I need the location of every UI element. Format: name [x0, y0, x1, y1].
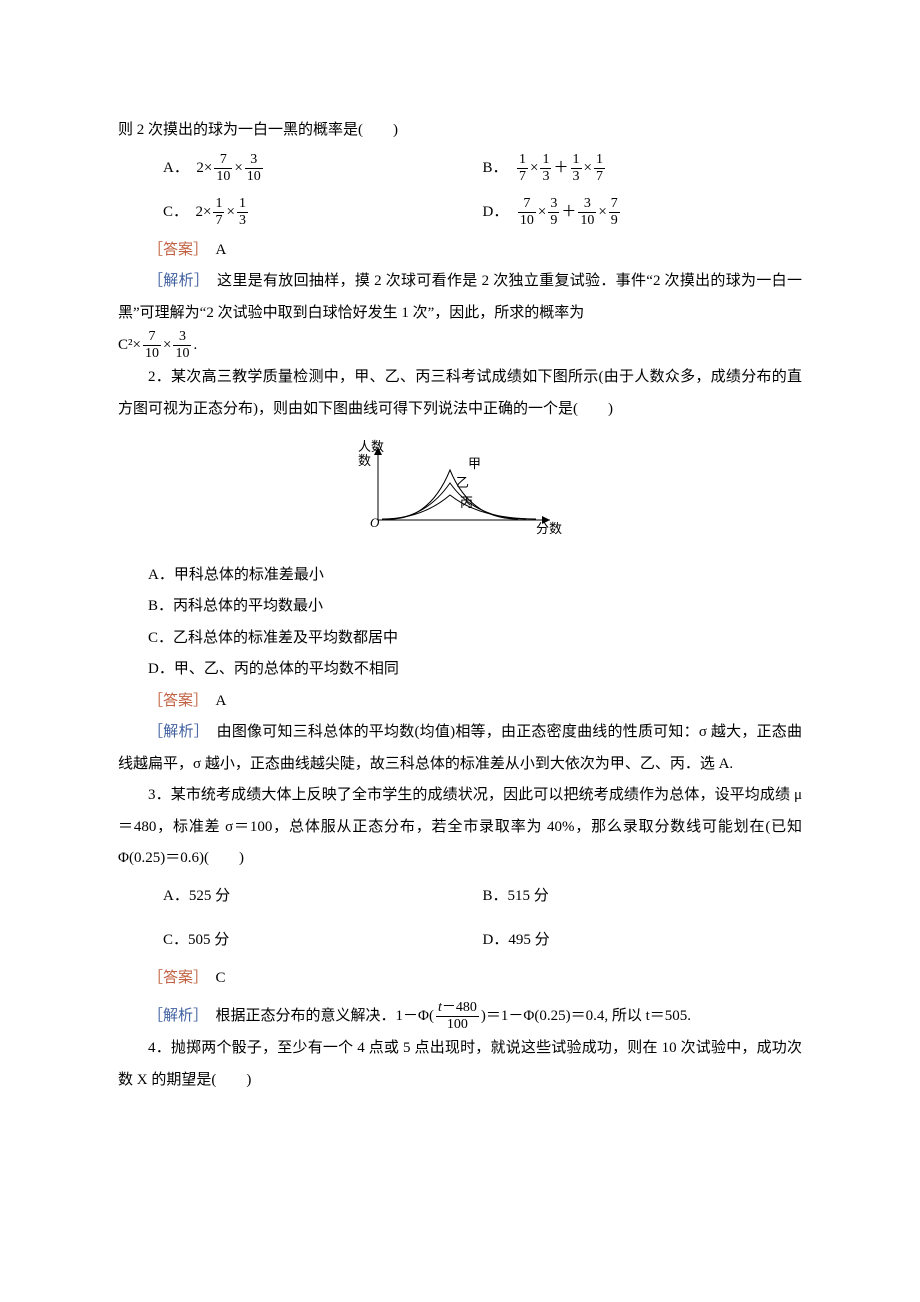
q3-opt-A: A．525 分	[163, 875, 483, 919]
opt-expr: 2×710×310	[196, 149, 264, 188]
q2-answer: ［答案］ A	[118, 686, 802, 718]
q1-opt-A: A． 2×710×310	[163, 147, 483, 191]
q4-stem: 4．抛掷两个骰子，至少有一个 4 点或 5 点出现时，就说这些试验成功，则在 1…	[118, 1033, 802, 1096]
answer-label: ［答案］	[148, 242, 201, 258]
q3-options: A．525 分 B．515 分 C．505 分 D．495 分	[163, 875, 802, 963]
q2-opt-C: C．乙科总体的标准差及平均数都居中	[148, 623, 832, 655]
q1-answer: ［答案］ A	[118, 235, 802, 267]
answer-value: C	[216, 970, 226, 986]
answer-label: ［答案］	[148, 693, 201, 709]
answer-value: A	[216, 693, 227, 709]
analysis-label: ［解析］	[148, 273, 202, 289]
q1-continued-stem: 则 2 次摸出的球为一白一黑的概率是( )	[118, 115, 802, 147]
q1-opt-D: D． 710×39＋310×79	[483, 191, 803, 235]
q2-figure: O 人数 数 分数 甲 乙 丙	[118, 435, 802, 548]
analysis-text: 由图像可知三科总体的平均数(均值)相等，由正态密度曲线的性质可知：σ 越大，正态…	[118, 724, 802, 772]
q3-opt-D: D．495 分	[483, 919, 803, 963]
q3-opt-B: B．515 分	[483, 875, 803, 919]
answer-value: A	[216, 242, 227, 258]
opt-label: D．	[483, 193, 509, 232]
opt-label: A．	[163, 149, 189, 188]
analysis-label: ［解析］	[148, 724, 201, 740]
analysis-label: ［解析］	[148, 1008, 201, 1024]
q1-opt-C: C． 2×17×13	[163, 191, 483, 235]
analysis-text: 这里是有放回抽样，摸 2 次球可看作是 2 次独立重复试验．事件“2 次摸出的球…	[118, 273, 802, 321]
opt-label: C．	[163, 193, 188, 232]
q3-analysis: ［解析］ 根据正态分布的意义解决．1－Φ(t－480100)＝1－Φ(0.25)…	[118, 1000, 802, 1033]
q3-answer: ［答案］ C	[118, 963, 802, 995]
q3-stem: 3．某市统考成绩大体上反映了全市学生的成绩状况，因此可以把统考成绩作为总体，设平…	[118, 780, 802, 875]
opt-expr: 710×39＋310×79	[516, 193, 622, 232]
svg-text:人数: 人数	[358, 439, 384, 454]
q2-analysis: ［解析］ 由图像可知三科总体的平均数(均值)相等，由正态密度曲线的性质可知：σ …	[118, 717, 802, 780]
q1-analysis: ［解析］ 这里是有放回抽样，摸 2 次球可看作是 2 次独立重复试验．事件“2 …	[118, 266, 802, 329]
q2-stem: 2．某次高三教学质量检测中，甲、乙、丙三科考试成绩如下图所示(由于人数众多，成绩…	[118, 362, 802, 425]
analysis-text-pre: 根据正态分布的意义解决．1－Φ(	[201, 1008, 434, 1024]
analysis-text-post: )＝1－Φ(0.25)＝0.4, 所以 t＝505.	[481, 1008, 691, 1024]
svg-text:数: 数	[358, 453, 371, 468]
normal-curves-diagram: O 人数 数 分数 甲 乙 丙	[350, 435, 570, 535]
q1-analysis-expr: C²×710×310.	[118, 329, 802, 362]
q1-opt-B: B． 17×13＋13×17	[483, 147, 803, 191]
q3-opt-C: C．505 分	[163, 919, 483, 963]
svg-text:丙: 丙	[460, 495, 473, 510]
opt-expr: 2×17×13	[196, 193, 250, 232]
opt-label: B．	[483, 149, 508, 188]
svg-text:分数: 分数	[536, 521, 562, 535]
q1-options: A． 2×710×310 B． 17×13＋13×17 C． 2×17×13 D…	[163, 147, 802, 235]
q2-opt-B: B．丙科总体的平均数最小	[148, 591, 832, 623]
svg-text:甲: 甲	[468, 456, 481, 471]
q2-opt-D: D．甲、乙、丙的总体的平均数不相同	[148, 654, 832, 686]
svg-text:乙: 乙	[456, 475, 469, 490]
q2-opt-A: A．甲科总体的标准差最小	[148, 560, 832, 592]
svg-text:O: O	[370, 515, 380, 530]
opt-expr: 17×13＋13×17	[515, 149, 607, 188]
answer-label: ［答案］	[148, 970, 201, 986]
